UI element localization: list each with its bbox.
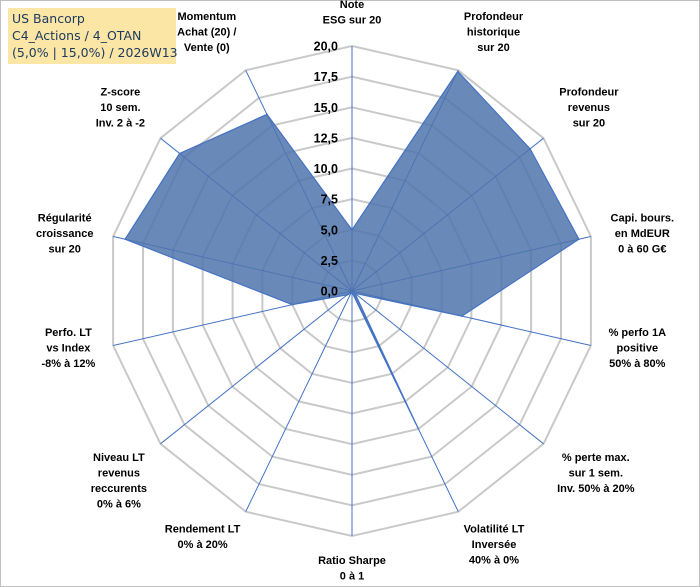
axis-label-line: ESG sur 20 (323, 15, 382, 27)
axis-label-line: % perte max. (562, 452, 630, 464)
axis-label-line: Volatilité LT (464, 524, 525, 536)
radial-tick-label: 10,0 (314, 162, 338, 176)
axis-label-line: positive (617, 342, 659, 354)
axis-spoke (160, 290, 353, 445)
axis-label: Rendement LT 0% à 20% (165, 524, 241, 552)
axis-label-line: Rendement LT (165, 524, 241, 536)
axis-label-line: Inversée (472, 539, 517, 551)
axis-label-line: Ratio Sharpe (318, 555, 386, 567)
axis-label: Momentum Achat (20) / Vente (0) (177, 11, 236, 54)
axis-label-line: Achat (20) / (177, 27, 236, 39)
radial-tick-label: 12,5 (314, 131, 338, 145)
series-point (350, 292, 352, 295)
axis-label: Perfo. LT vs Index -8% à 12% (41, 327, 95, 370)
axis-label: Régularité croissance sur 20 (36, 213, 93, 256)
axis-label-line: reccurents (91, 483, 147, 495)
chart-title: US Bancorp (12, 11, 85, 26)
axis-label-line: 10 sem. (100, 102, 140, 114)
chart-title-box: US Bancorp C4_Actions / 4_OTAN (5,0% | 1… (8, 8, 178, 64)
axis-label-line: revenus (568, 102, 610, 114)
radar-series (124, 70, 580, 429)
series-point (529, 148, 531, 150)
axis-label-line: 50% à 80% (609, 358, 665, 370)
chart-subtitle-line-2: (5,0% | 15,0%) / 2026W13 (12, 45, 178, 60)
axis-label: % perte max. sur 1 sem. Inv. 50% à 20% (557, 452, 635, 495)
axis-label-line: 0 à 60 G€ (618, 244, 666, 256)
series-point (578, 238, 580, 240)
axis-label-line: Note (340, 0, 364, 11)
radar-tick-labels: 0,0 2,5 5,0 7,5 10,0 12,5 15,0 17,5 20,0 (314, 40, 338, 299)
axis-label: Z-score 10 sem. Inv. 2 à -2 (96, 86, 145, 129)
axis-label: Volatilité LT Inversée 40% à 0% (464, 524, 525, 567)
axis-label-line: Inv. 2 à -2 (96, 117, 145, 129)
axis-label-line: Profondeur (559, 86, 619, 98)
axis-label-line: Régularité (38, 213, 92, 225)
axis-label-line: Profondeur (464, 11, 524, 23)
axis-label-line: sur 20 (573, 117, 605, 129)
axis-label: Note ESG sur 20 (323, 0, 382, 27)
axis-label-line: Capi. bours. (611, 213, 675, 225)
axis-label-line: vs Index (46, 342, 91, 354)
axis-label-line: Z-score (101, 86, 141, 98)
axis-spoke (245, 290, 353, 512)
axis-label-line: -8% à 12% (41, 358, 95, 370)
radial-tick-label: 2,5 (321, 254, 338, 268)
series-point (417, 427, 419, 429)
series-point (346, 294, 349, 296)
axis-label: Ratio Sharpe 0 à 1 (318, 555, 386, 583)
axis-label-line: revenus (98, 468, 140, 480)
radial-tick-label: 20,0 (314, 40, 338, 54)
series-point (124, 238, 126, 240)
axis-label-line: sur 20 (477, 42, 509, 54)
series-point (457, 70, 459, 73)
axis-label: Niveau LT revenus reccurents 0% à 6% (91, 452, 147, 511)
axis-label: Profondeur revenus sur 20 (559, 86, 619, 129)
axis-label-line: % perfo 1A (609, 327, 667, 339)
radial-tick-label: 5,0 (321, 223, 338, 237)
series-point (351, 291, 353, 294)
axis-label-line: 0% à 6% (97, 499, 141, 511)
series-point (291, 303, 294, 306)
axis-label-line: 0% à 20% (178, 539, 228, 551)
axis-label-line: Perfo. LT (45, 327, 92, 339)
chart-subtitle-line-1: C4_Actions / 4_OTAN (12, 28, 142, 43)
axis-label: Profondeur historique sur 20 (464, 11, 524, 54)
axis-spoke (351, 290, 544, 445)
axis-label-line: Vente (0) (184, 42, 230, 54)
radar-axis-labels: Note ESG sur 20 Profondeur historique sur 20… (36, 0, 674, 583)
radial-tick-label: 0,0 (321, 285, 338, 299)
series-point (178, 152, 181, 155)
axis-label-line: en MdEUR (615, 228, 670, 240)
axis-label-line: Niveau LT (93, 452, 145, 464)
axis-label: % perfo 1A positive 50% à 80% (609, 327, 667, 370)
axis-label-line: Inv. 50% à 20% (557, 483, 635, 495)
radial-tick-label: 7,5 (321, 193, 338, 207)
axis-label: Capi. bours. en MdEUR 0 à 60 G€ (611, 213, 675, 256)
axis-label-line: 40% à 0% (469, 555, 519, 567)
series-point (354, 292, 356, 295)
series-point (351, 229, 353, 231)
axis-label-line: sur 1 sem. (569, 468, 623, 480)
axis-label-line: Momentum (177, 11, 236, 23)
radial-tick-label: 15,0 (314, 101, 338, 115)
series-point (266, 113, 268, 116)
radial-tick-label: 17,5 (314, 70, 338, 84)
axis-label-line: 0 à 1 (340, 571, 364, 583)
axis-label-line: sur 20 (48, 244, 80, 256)
axis-label-line: croissance (36, 228, 93, 240)
series-point (461, 315, 463, 317)
axis-label-line: historique (467, 27, 520, 39)
